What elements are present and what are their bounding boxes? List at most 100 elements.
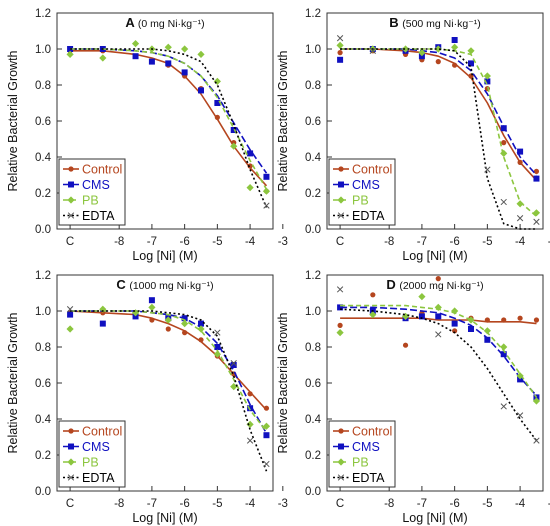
data-point [451, 43, 459, 51]
data-point [131, 40, 140, 48]
x-axis-label: Log [Ni] (M) [132, 511, 197, 525]
data-point [181, 320, 189, 328]
data-point [468, 60, 474, 67]
data-point [467, 47, 475, 55]
legend-marker [67, 474, 75, 481]
data-point [181, 315, 188, 322]
x-tick-label: -4 [515, 236, 526, 248]
y-tick-label: 1.0 [35, 306, 51, 318]
data-point [517, 148, 524, 155]
legend-marker [68, 166, 74, 172]
data-point [484, 78, 491, 85]
data-point [500, 403, 507, 410]
fit-curve [340, 306, 538, 397]
data-point [230, 360, 237, 367]
data-point [197, 325, 205, 333]
data-point [369, 47, 376, 54]
y-tick-label: 0.4 [305, 414, 322, 426]
legend-item-pb: PB [63, 194, 99, 208]
y-tick-label: 1.0 [305, 44, 321, 56]
data-point [247, 163, 253, 169]
x-axis-label: Log [Ni] (M) [402, 249, 467, 263]
fit-curve [340, 308, 538, 442]
data-point [246, 420, 254, 428]
data-point [532, 209, 541, 217]
data-point [247, 150, 254, 157]
legend-marker [337, 474, 345, 481]
series-pb [66, 40, 271, 195]
data-point [484, 317, 490, 323]
data-point [483, 72, 491, 80]
legend-item-cms: CMS [63, 440, 110, 454]
data-point [533, 317, 540, 323]
y-tick-label: 1.0 [305, 306, 321, 318]
data-point [165, 60, 172, 67]
legend-label: EDTA [82, 471, 115, 485]
data-point [148, 303, 156, 311]
series-edta [70, 48, 270, 209]
legend-label: CMS [352, 440, 380, 454]
data-point [467, 316, 475, 324]
x-axis-label: Log [Ni] (M) [132, 249, 197, 263]
data-point [213, 77, 221, 85]
legend-marker [67, 212, 75, 219]
x-tick-label: -5 [212, 236, 222, 248]
legend-marker [337, 196, 345, 204]
data-point [516, 200, 524, 208]
data-point [500, 351, 507, 358]
x-tick-label: -7 [417, 498, 427, 510]
legend-item-edta: EDTA [63, 471, 115, 485]
legend-item-cms: CMS [63, 178, 110, 192]
data-point [516, 215, 524, 222]
data-point [337, 56, 344, 63]
legend-item-control: Control [63, 425, 122, 439]
legend-marker [67, 196, 75, 204]
x-tick-label: -4 [245, 498, 256, 510]
y-tick-label: 1.2 [35, 270, 51, 282]
y-axis-label: Relative Bacterial Growth [276, 312, 290, 453]
legend-marker [337, 458, 345, 466]
y-axis-label: Relative Bacterial Growth [6, 312, 20, 453]
legend-label: PB [82, 456, 99, 470]
x-axis-label: Log [Ni] (M) [402, 511, 467, 525]
legend-item-control: Control [333, 425, 392, 439]
panel-subtitle: (500 mg Ni·kg⁻¹) [402, 18, 480, 30]
data-point [336, 41, 344, 49]
data-point [533, 175, 540, 182]
fit-curve [70, 310, 268, 472]
x-tick-label: C [336, 498, 344, 510]
legend-item-edta: EDTA [333, 209, 385, 223]
legend-item-control: Control [333, 163, 392, 177]
legend-item-pb: PB [63, 456, 99, 470]
series-edta [336, 286, 540, 444]
fit-curve [70, 310, 268, 411]
panel-subtitle: (1000 mg Ni·kg⁻¹) [129, 280, 213, 292]
y-tick-label: 0.0 [35, 486, 51, 498]
data-point [434, 303, 442, 311]
data-point [402, 342, 409, 348]
y-tick-label: 0.6 [35, 116, 51, 128]
data-point [99, 320, 106, 327]
x-tick-label: -3 [548, 236, 550, 248]
y-tick-label: 0.6 [35, 378, 51, 390]
x-tick-label: -6 [450, 498, 460, 510]
data-point [401, 45, 410, 53]
y-tick-label: 0.0 [305, 224, 321, 236]
data-point [500, 125, 507, 132]
x-tick-label: -5 [482, 236, 492, 248]
x-tick-label: -5 [212, 498, 222, 510]
data-point [451, 320, 458, 327]
data-point [434, 45, 442, 53]
fit-curve [70, 310, 268, 433]
y-tick-label: 1.2 [35, 8, 51, 20]
x-tick-label: -8 [384, 498, 394, 510]
legend-marker [337, 212, 345, 219]
legend-label: EDTA [82, 209, 115, 223]
data-point [500, 149, 508, 157]
legend-marker [338, 443, 344, 450]
y-tick-label: 0.0 [305, 486, 321, 498]
data-point [337, 304, 344, 311]
data-point [99, 54, 107, 62]
